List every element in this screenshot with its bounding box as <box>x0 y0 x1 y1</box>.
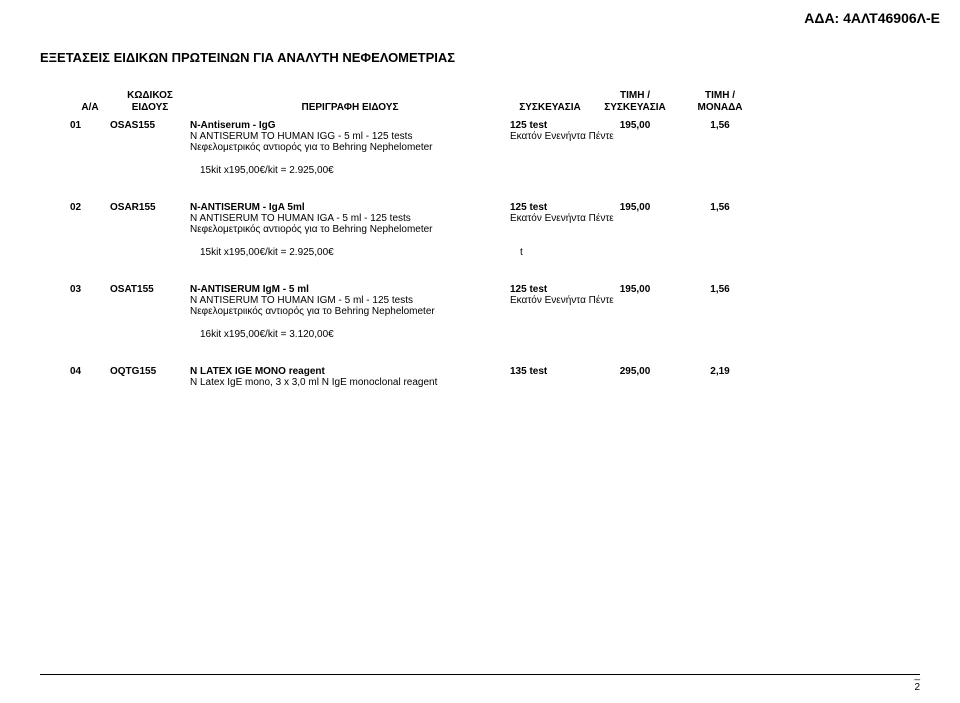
item-name: N-Antiserum - IgG <box>190 120 510 131</box>
page-title: ΕΞΕΤΑΣΕΙΣ ΕΙΔΙΚΩΝ ΠΡΩΤΕΙΝΩΝ ΓΙΑ ΑΝΑΛΥΤΗ … <box>40 50 920 65</box>
item-price-unit: 2,19 <box>680 366 760 377</box>
blank <box>349 90 352 102</box>
item-code: OSAT155 <box>110 284 190 295</box>
blank <box>549 90 552 102</box>
item-row: 04 OQTG155 N LATEX IGE MONO reagent 135 … <box>40 366 920 388</box>
col-code-top: ΚΩΔΙΚΟΣ <box>127 90 173 102</box>
item-price-pack: 295,00 <box>590 366 680 377</box>
item-desc2: N Latex IgE mono, 3 x 3,0 ml N IgE monoc… <box>190 377 510 388</box>
item-row: 01 OSAS155 N-Antiserum - IgG 125 test 19… <box>40 120 920 176</box>
spacer <box>70 165 200 176</box>
item-desc3: Νεφελομετριικός αντιορός για το Behring … <box>190 306 690 317</box>
item-desc3: Νεφελομετρικός αντιορός για το Behring N… <box>190 142 690 153</box>
footer-divider <box>40 674 920 675</box>
item-aa: 03 <box>70 284 110 295</box>
col-header-aa: Α/Α <box>70 90 110 114</box>
col-desc-label: ΠΕΡΙΓΡΑΦΗ ΕΙΔΟΥΣ <box>302 102 399 114</box>
item-name: N LATEX IGE MONO reagent <box>190 366 510 377</box>
col-header-price-unit: ΤΙΜΗ / ΜΟΝΑΔΑ <box>680 90 760 114</box>
col-price-pack-bottom: ΣΥΣΚΕΥΑΣΙΑ <box>604 102 666 114</box>
blank <box>89 90 92 102</box>
item-price-pack: 195,00 <box>590 202 680 213</box>
spacer <box>70 247 200 258</box>
page-number: 2 <box>914 682 920 693</box>
col-header-price-pack: ΤΙΜΗ / ΣΥΣΚΕΥΑΣΙΑ <box>590 90 680 114</box>
item-aa: 04 <box>70 366 110 377</box>
item-price-unit: 1,56 <box>680 202 760 213</box>
item-code: OSAR155 <box>110 202 190 213</box>
item-desc2: N ANTISERUM TO HUMAN IGA - 5 ml - 125 te… <box>190 213 510 224</box>
item-price-unit: 1,56 <box>680 284 760 295</box>
item-aa: 02 <box>70 202 110 213</box>
col-price-unit-top: ΤΙΜΗ / <box>705 90 735 102</box>
col-header-code: ΚΩΔΙΚΟΣ ΕΙΔΟΥΣ <box>110 90 190 114</box>
col-header-desc: ΠΕΡΙΓΡΑΦΗ ΕΙΔΟΥΣ <box>190 90 510 114</box>
spacer <box>70 142 190 153</box>
page-number-dash: _ <box>914 670 920 681</box>
item-price-words <box>510 377 710 388</box>
item-pack: 125 test <box>510 120 590 131</box>
item-desc2: N ANTISERUM TO HUMAN IGM - 5 ml - 125 te… <box>190 295 510 306</box>
item-price-words: Εκατόν Ενενήντα Πέντε <box>510 213 710 224</box>
item-aa: 01 <box>70 120 110 131</box>
spacer <box>70 377 190 388</box>
spacer <box>70 131 190 142</box>
item-row: 03 OSAT155 N-ANTISERUM IgM - 5 ml 125 te… <box>40 284 920 340</box>
item-pack: 125 test <box>510 284 590 295</box>
item-name: N-ANTISERUM IgM - 5 ml <box>190 284 510 295</box>
item-calc: 15kit x195,00€/kit = 2.925,00€ <box>200 247 520 258</box>
item-price-words: Εκατόν Ενενήντα Πέντε <box>510 131 710 142</box>
col-price-unit-bottom: ΜΟΝΑΔΑ <box>698 102 743 114</box>
col-pack-label: ΣΥΣΚΕΥΑΣΙΑ <box>519 102 581 114</box>
spacer <box>70 295 190 306</box>
item-price-words: Εκατόν Ενενήντα Πέντε <box>510 295 710 306</box>
spacer <box>70 224 190 235</box>
item-desc3: Νεφελομετρικός αντιορός για το Behring N… <box>190 224 690 235</box>
item-pack: 125 test <box>510 202 590 213</box>
item-tail: t <box>520 247 570 258</box>
col-code-bottom: ΕΙΔΟΥΣ <box>132 102 169 114</box>
item-tail <box>520 165 570 176</box>
content-area: ΕΞΕΤΑΣΕΙΣ ΕΙΔΙΚΩΝ ΠΡΩΤΕΙΝΩΝ ΓΙΑ ΑΝΑΛΥΤΗ … <box>0 0 960 388</box>
item-price-pack: 195,00 <box>590 284 680 295</box>
item-calc: 15kit x195,00€/kit = 2.925,00€ <box>200 165 520 176</box>
item-tail <box>520 329 570 340</box>
spacer <box>70 306 190 317</box>
item-row: 02 OSAR155 N-ANTISERUM - IgA 5ml 125 tes… <box>40 202 920 258</box>
item-name: N-ANTISERUM - IgA 5ml <box>190 202 510 213</box>
item-code: OQTG155 <box>110 366 190 377</box>
col-header-pack: ΣΥΣΚΕΥΑΣΙΑ <box>510 90 590 114</box>
item-price-unit: 1,56 <box>680 120 760 131</box>
item-desc2: N ANTISERUM TO HUMAN IGG - 5 ml - 125 te… <box>190 131 510 142</box>
spacer <box>70 329 200 340</box>
spacer <box>70 213 190 224</box>
col-price-pack-top: ΤΙΜΗ / <box>620 90 650 102</box>
item-code: OSAS155 <box>110 120 190 131</box>
item-pack: 135 test <box>510 366 590 377</box>
item-price-pack: 195,00 <box>590 120 680 131</box>
col-aa-label: Α/Α <box>81 102 98 114</box>
item-calc: 16kit x195,00€/kit = 3.120,00€ <box>200 329 520 340</box>
table-header-row: Α/Α ΚΩΔΙΚΟΣ ΕΙΔΟΥΣ ΠΕΡΙΓΡΑΦΗ ΕΙΔΟΥΣ ΣΥΣΚ… <box>40 90 920 114</box>
document-header-code: ΑΔΑ: 4ΑΛΤ46906Λ-Ε <box>804 10 940 26</box>
